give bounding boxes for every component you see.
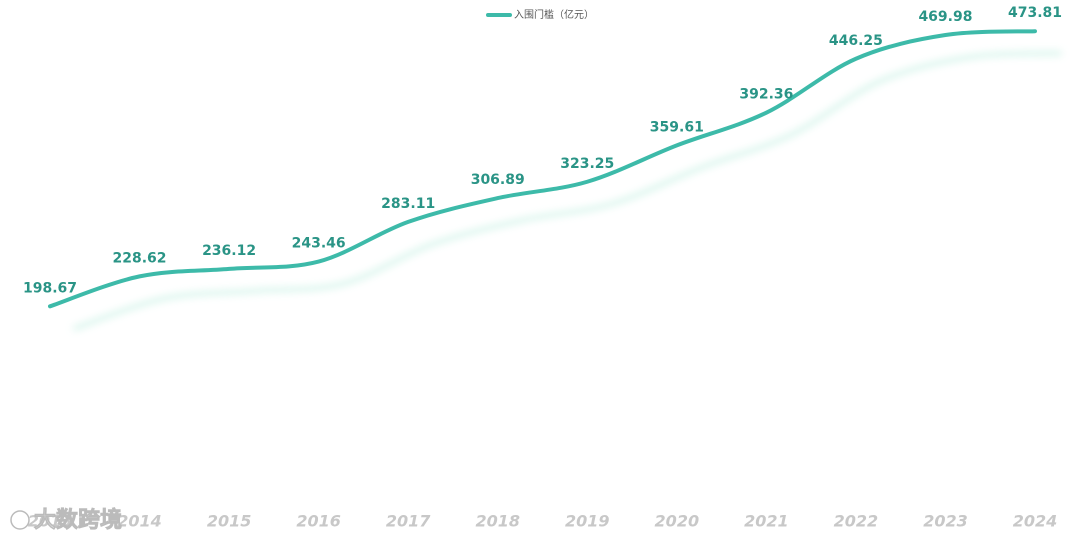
x-tick-label: 2016	[296, 512, 341, 531]
line	[48, 29, 1037, 309]
x-tick-label: 2023	[923, 512, 968, 531]
x-tick-label: 2024	[1013, 512, 1058, 531]
legend-label: 入围门槛（亿元）	[514, 8, 594, 21]
data-label: 446.25	[829, 33, 883, 49]
data-label: 359.61	[650, 119, 704, 135]
data-label: 236.12	[202, 243, 256, 259]
x-tick-label: 2022	[834, 512, 879, 531]
x-tick-label: 2017	[386, 512, 431, 531]
data-label: 283.11	[381, 196, 435, 212]
x-tick-label: 2013	[28, 512, 73, 531]
data-label: 392.36	[739, 87, 793, 103]
x-tick-label: 2021	[744, 512, 789, 531]
x-tick-label: 2018	[475, 512, 520, 531]
x-tick-label: 2020	[655, 512, 700, 531]
data-label: 323.25	[560, 156, 614, 172]
legend: 入围门槛（亿元）	[486, 8, 594, 21]
data-label: 198.67	[23, 280, 77, 296]
watermark: 大数跨境	[10, 507, 122, 533]
watermark-text: 大数跨境	[34, 507, 122, 533]
x-tick-label: 2014	[117, 512, 162, 531]
data-label: 473.81	[1008, 5, 1062, 21]
data-label: 243.46	[292, 236, 346, 252]
data-label: 469.98	[918, 9, 972, 25]
watermark-icon	[10, 510, 30, 530]
data-label: 306.89	[471, 172, 525, 188]
data-label: 228.62	[113, 250, 167, 266]
x-tick-label: 2019	[565, 512, 610, 531]
x-tick-label: 2015	[207, 512, 252, 531]
